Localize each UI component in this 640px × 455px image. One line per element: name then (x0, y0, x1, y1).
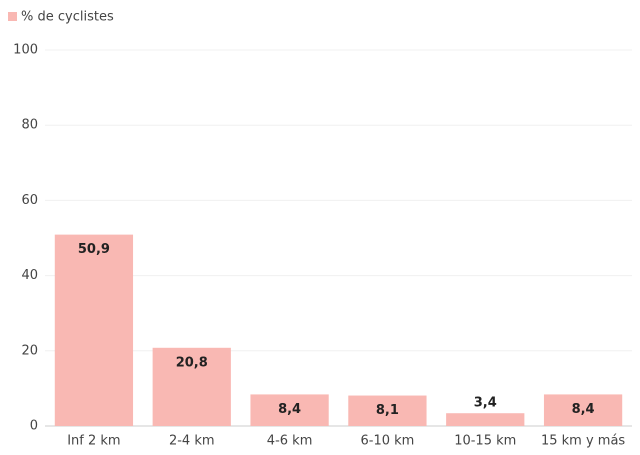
bar (152, 347, 231, 426)
bar (348, 395, 427, 426)
x-tick-label: 6-10 km (361, 434, 415, 449)
legend-swatch (8, 12, 17, 21)
data-label: 8,4 (278, 402, 301, 417)
y-tick-label: 0 (30, 419, 38, 434)
y-tick-label: 100 (13, 43, 38, 58)
data-label: 20,8 (176, 355, 208, 370)
bar (54, 234, 134, 426)
data-label: 3,4 (474, 396, 497, 411)
bar (543, 394, 623, 426)
x-tick-label: 15 km y más (541, 434, 625, 449)
x-tick-label: 10-15 km (454, 434, 516, 449)
x-tick-label: Inf 2 km (67, 434, 120, 449)
y-tick-label: 80 (21, 118, 38, 133)
x-tick-label: 2-4 km (169, 434, 215, 449)
data-label: 8,1 (376, 403, 399, 418)
y-tick-label: 40 (21, 268, 38, 283)
legend-label: % de cyclistes (21, 10, 114, 25)
x-tick-label: 4-6 km (267, 434, 313, 449)
data-label: 8,4 (572, 402, 595, 417)
y-tick-label: 20 (21, 343, 38, 358)
bar (446, 413, 525, 426)
y-tick-label: 60 (21, 193, 38, 208)
data-label: 50,9 (78, 242, 110, 257)
bar (250, 394, 329, 426)
